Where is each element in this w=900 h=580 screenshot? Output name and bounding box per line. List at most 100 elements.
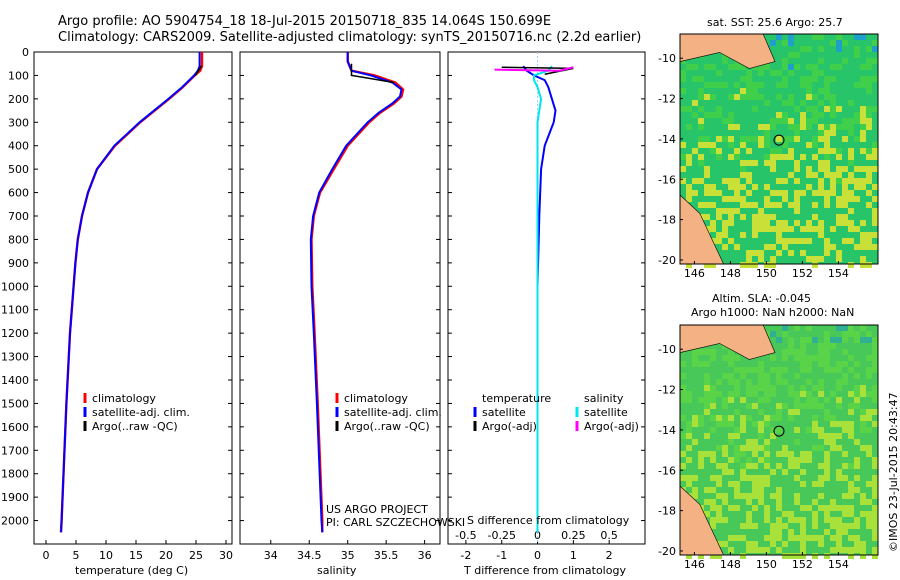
sst-map-pixel — [818, 88, 824, 94]
sst-map-pixel — [788, 136, 794, 142]
sst-map-pixel — [848, 238, 854, 244]
sla-map-pixel — [866, 511, 872, 517]
diff-xlabel-temperature: T difference from climatology — [464, 564, 626, 577]
sla-map-pixel — [764, 517, 770, 523]
sst-map-pixel — [776, 34, 782, 40]
sst-map-pixel — [842, 238, 848, 244]
sla-map-pixel — [812, 427, 818, 433]
sla-map-pixel — [806, 355, 812, 361]
sla-map-pixel — [806, 427, 812, 433]
sla-map-pixel — [848, 505, 854, 511]
sst-map-pixel — [686, 64, 692, 70]
sla-map-pixel — [830, 505, 836, 511]
sla-map-pixel — [848, 409, 854, 415]
sst-map-pixel — [686, 196, 692, 202]
sst-map-pixel — [704, 64, 710, 70]
sla-map-pixel — [686, 475, 692, 481]
sst-map-pixel — [800, 76, 806, 82]
sst-map-pixel — [860, 184, 866, 190]
sla-map-pixel — [788, 451, 794, 457]
sst-map-pixel — [782, 178, 788, 184]
sla-map-pixel — [788, 409, 794, 415]
sla-map-pixel — [866, 517, 872, 523]
sla-map-pixel — [698, 451, 704, 457]
sst-map-pixel — [764, 214, 770, 220]
sst-map-pixel — [824, 148, 830, 154]
sst-map-pixel — [872, 166, 878, 172]
sla-map-pixel — [872, 367, 878, 373]
sst-map-pixel — [782, 154, 788, 160]
sla-map-pixel — [794, 553, 800, 559]
sst-map-pixel — [872, 106, 878, 112]
sst-map-pixel — [782, 136, 788, 142]
sst-map-pixel — [812, 112, 818, 118]
sst-map-pixel — [830, 148, 836, 154]
sst-map-pixel — [866, 58, 872, 64]
sla-map-pixel — [818, 343, 824, 349]
sla-map-pixel — [770, 493, 776, 499]
sla-map-pixel — [836, 385, 842, 391]
sst-map-pixel — [752, 232, 758, 238]
sla-map-pixel — [812, 481, 818, 487]
sst-map-pixel — [776, 118, 782, 124]
sla-map-pixel — [806, 403, 812, 409]
sst-map-pixel — [866, 172, 872, 178]
sla-map-pixel — [722, 421, 728, 427]
sla-map-pixel — [710, 523, 716, 529]
sla-map-pixel — [764, 451, 770, 457]
sst-map-pixel — [872, 154, 878, 160]
sst-map-pixel — [716, 190, 722, 196]
sst-map-pixel — [800, 46, 806, 52]
sla-map-pixel — [752, 385, 758, 391]
sla-map-pixel — [866, 337, 872, 343]
sst-map-pixel — [800, 100, 806, 106]
sla-map-pixel — [776, 379, 782, 385]
sst-map-pixel — [734, 82, 740, 88]
sla-map-pixel — [752, 481, 758, 487]
diff-series-sal-satellite — [533, 65, 553, 533]
sst-map-pixel — [812, 202, 818, 208]
sst-map-pixel — [818, 34, 824, 40]
sla-map-pixel — [800, 469, 806, 475]
sla-map-pixel — [752, 391, 758, 397]
sla-map-pixel — [872, 409, 878, 415]
sla-map-pixel — [758, 433, 764, 439]
temp-xtick-label: 30 — [219, 549, 233, 562]
sst-map-pixel — [722, 58, 728, 64]
sla-map-pixel — [686, 457, 692, 463]
sla-map-pixel — [716, 481, 722, 487]
temp-legend-satellite: satellite-adj. clim. — [92, 406, 190, 419]
sla-map-pixel — [854, 397, 860, 403]
sla-map-pixel — [788, 463, 794, 469]
sla-map-pixel — [842, 451, 848, 457]
sst-map-pixel — [686, 124, 692, 130]
sal-series-satellite — [309, 52, 403, 533]
sla-map-pixel — [740, 469, 746, 475]
sst-map-pixel — [734, 148, 740, 154]
sla-map-pixel — [806, 367, 812, 373]
sla-map-pixel — [746, 385, 752, 391]
sst-map-pixel — [770, 118, 776, 124]
sla-map-pixel — [746, 517, 752, 523]
sst-map-pixel — [782, 40, 788, 46]
sla-map-pixel — [692, 439, 698, 445]
sla-map-pixel — [740, 427, 746, 433]
sla-map-pixel — [680, 361, 686, 367]
sst-map-pixel — [842, 214, 848, 220]
sla-map-pixel — [728, 379, 734, 385]
sst-map-pixel — [752, 106, 758, 112]
sst-map-pixel — [872, 58, 878, 64]
sla-map-xtick-label: 150 — [756, 558, 777, 571]
sst-map-pixel — [704, 184, 710, 190]
sst-map-pixel — [860, 166, 866, 172]
sla-map-pixel — [764, 475, 770, 481]
sst-map-pixel — [818, 112, 824, 118]
sla-map-pixel — [842, 421, 848, 427]
sst-map-pixel — [866, 64, 872, 70]
sst-map-pixel — [806, 94, 812, 100]
diff-legend-salinity: salinity — [584, 392, 624, 405]
sla-map-pixel — [818, 349, 824, 355]
sst-map-pixel — [812, 94, 818, 100]
sst-map-pixel — [818, 232, 824, 238]
sla-map-pixel — [728, 505, 734, 511]
